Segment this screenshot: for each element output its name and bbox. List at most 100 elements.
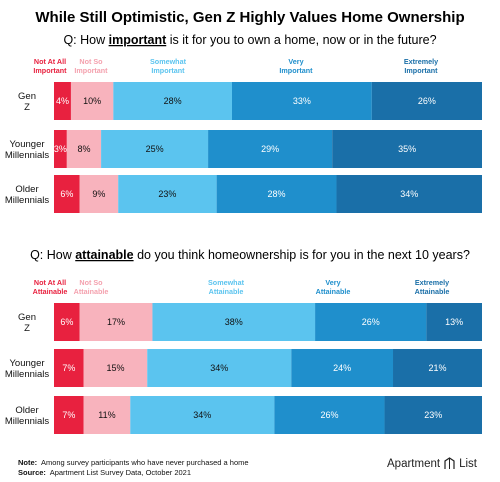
bar-segment (336, 175, 482, 213)
legend-line: Attainable (209, 287, 244, 296)
bar-segment (426, 303, 482, 341)
legend-item: Very Important (279, 57, 313, 75)
legend-item: Extremely Important (404, 57, 438, 75)
row-label-line: Millennials (5, 150, 50, 161)
row-label: Gen Z (18, 312, 36, 334)
building-icon (444, 457, 455, 469)
data-label: 6% (60, 317, 73, 327)
legend-line: Somewhat (150, 57, 187, 66)
legend-item: Somewhat Attainable (208, 278, 245, 296)
bar-segment (54, 82, 71, 120)
legend-line: Not At All (34, 278, 66, 287)
bar-segment (83, 349, 148, 387)
bar-segment (216, 175, 337, 213)
data-label: 38% (225, 317, 243, 327)
bar-segment (113, 82, 232, 120)
data-label: 10% (83, 96, 101, 106)
bar-segment (54, 396, 84, 434)
data-label: 6% (60, 189, 73, 199)
data-label: 25% (146, 144, 164, 154)
bar-segment (118, 175, 217, 213)
row-label: Older Millennials (5, 405, 50, 427)
data-label: 21% (428, 363, 446, 373)
bar-segment (152, 303, 316, 341)
row-label: Younger Millennials (5, 358, 50, 380)
legend-line: Attainable (33, 287, 68, 296)
legend-line: Important (279, 66, 313, 75)
question-text: Q: How attainable do you think homeowner… (30, 248, 470, 262)
bar-segment (79, 303, 153, 341)
bar-segment (332, 130, 482, 168)
data-label: 34% (210, 363, 228, 373)
row-label-line: Gen (18, 91, 36, 102)
legend-item: Not At All Important (33, 57, 67, 75)
note-text: Among survey participants who have never… (40, 458, 249, 467)
data-label: 9% (92, 189, 105, 199)
note-label: Note: (18, 458, 38, 467)
data-label: 23% (424, 410, 442, 420)
legend-line: Important (33, 66, 67, 75)
data-label: 15% (106, 363, 124, 373)
legend-line: Very (288, 57, 303, 66)
bar-segment (66, 130, 102, 168)
bar-segment (54, 303, 80, 341)
chart-panel-1: Q: How important is it for you to own a … (5, 33, 482, 213)
brand-word-2: List (459, 457, 477, 470)
bar-segment (147, 349, 292, 387)
bar-segment (130, 396, 275, 434)
data-label: 24% (333, 363, 351, 373)
question-suffix: is it for you to own a home, now or in t… (166, 33, 436, 47)
question-keyword: attainable (75, 248, 133, 262)
chart-title: While Still Optimistic, Gen Z Highly Val… (35, 9, 464, 26)
bar-segment (79, 175, 119, 213)
legend-line: Extremely (404, 57, 438, 66)
bar-segment (208, 130, 333, 168)
data-label: 17% (107, 317, 125, 327)
legend-item: Very Attainable (316, 278, 351, 296)
row-label-line: Z (24, 323, 30, 334)
data-label: 26% (320, 410, 338, 420)
row-label-line: Younger (9, 358, 44, 369)
data-label: 7% (62, 410, 75, 420)
data-label: 34% (400, 189, 418, 199)
data-label: 33% (293, 96, 311, 106)
brand-word-1: Apartment (387, 457, 441, 470)
data-label: 28% (268, 189, 286, 199)
row-label: Younger Millennials (5, 139, 50, 161)
bar-segment (371, 82, 482, 120)
data-label: 13% (445, 317, 463, 327)
data-label: 28% (164, 96, 182, 106)
row-label: Gen Z (18, 91, 36, 113)
row-label-line: Millennials (5, 416, 50, 427)
source-text: Apartment List Survey Data, October 2021 (49, 468, 192, 477)
row-label-line: Older (15, 184, 38, 195)
data-label: 4% (56, 96, 69, 106)
question-suffix: do you think homeownership is for you in… (134, 248, 470, 262)
legend-line: Important (151, 66, 185, 75)
question-prefix: Q: How (30, 248, 75, 262)
bar-segment (231, 82, 372, 120)
legend-line: Not So (79, 57, 103, 66)
data-label: 34% (193, 410, 211, 420)
bar-segment (101, 130, 209, 168)
data-label: 8% (77, 144, 90, 154)
row-label-line: Gen (18, 312, 36, 323)
source-label: Source: (18, 468, 46, 477)
legend-line: Extremely (415, 278, 449, 287)
bar-segment (54, 349, 84, 387)
bar-segment (54, 175, 80, 213)
data-label: 7% (62, 363, 75, 373)
footnote: Note: Among survey participants who have… (18, 458, 249, 467)
bar-segment (384, 396, 482, 434)
data-label: 35% (398, 144, 416, 154)
data-label: 26% (362, 317, 380, 327)
bar-segment (70, 82, 114, 120)
bar-segment (393, 349, 482, 387)
legend-line: Attainable (316, 287, 351, 296)
data-label: 26% (418, 96, 436, 106)
legend-line: Important (74, 66, 108, 75)
bar-segment (315, 303, 427, 341)
bar-segment (291, 349, 394, 387)
row-label-line: Younger (9, 139, 44, 150)
